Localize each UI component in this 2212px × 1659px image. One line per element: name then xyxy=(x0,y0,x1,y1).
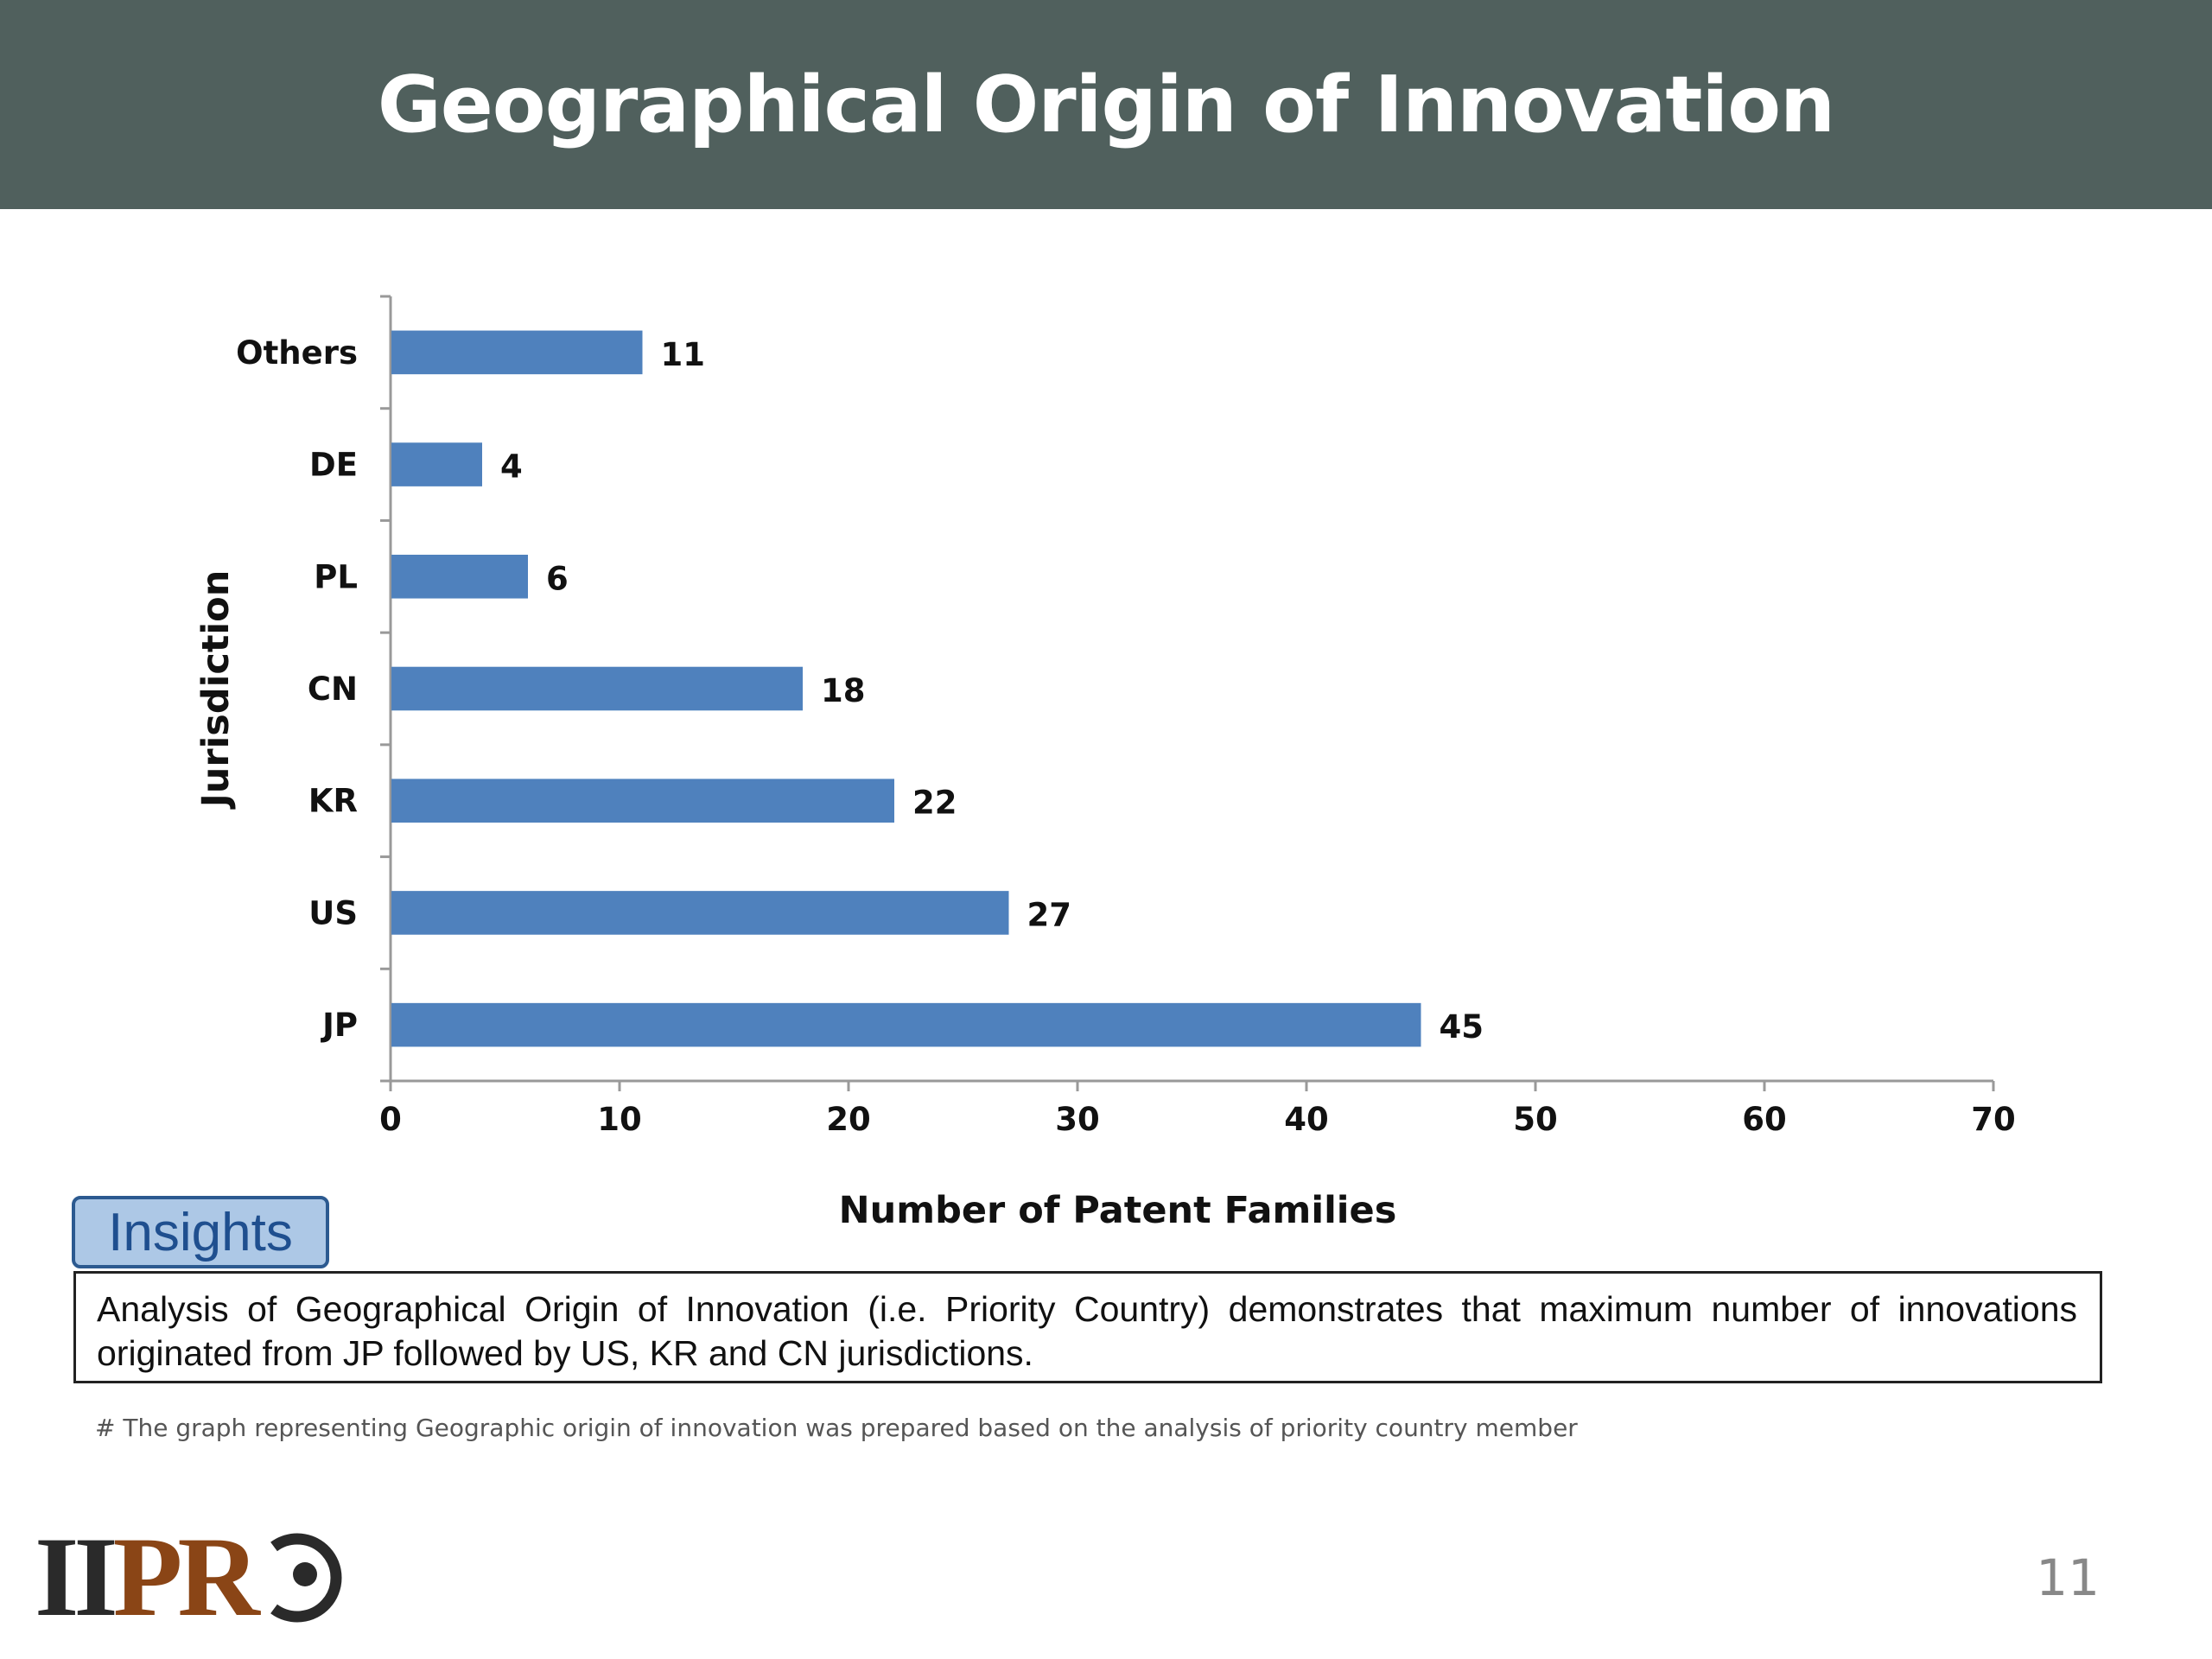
y-axis-title: Jurisdiction xyxy=(194,570,238,810)
data-label: 11 xyxy=(661,336,706,373)
x-tick-label: 60 xyxy=(1742,1101,1787,1138)
slide-title: Geographical Origin of Innovation xyxy=(377,59,1835,150)
bar-pl xyxy=(391,554,528,599)
insights-text: Analysis of Geographical Origin of Innov… xyxy=(97,1289,2077,1373)
footnote: # The graph representing Geographic orig… xyxy=(95,1414,1578,1442)
logo-text-brown: PR xyxy=(112,1513,260,1640)
data-label: 18 xyxy=(821,672,866,709)
x-tick-label: 40 xyxy=(1284,1101,1329,1138)
x-tick-label: 30 xyxy=(1055,1101,1100,1138)
category-label: CN xyxy=(308,671,358,708)
logo-eye-icon xyxy=(270,1533,342,1623)
category-label: JP xyxy=(320,1007,358,1044)
data-label: 6 xyxy=(546,560,569,597)
bar-jp xyxy=(391,1002,1421,1047)
logo-text-dark: II xyxy=(35,1513,118,1640)
category-label: Others xyxy=(236,334,358,372)
category-label: KR xyxy=(308,783,358,820)
x-tick-label: 50 xyxy=(1513,1101,1558,1138)
page-number: 11 xyxy=(2036,1548,2100,1607)
slide-header: Geographical Origin of Innovation xyxy=(0,0,2212,209)
bar-kr xyxy=(391,779,894,823)
x-axis-title: Number of Patent Families xyxy=(839,1189,1397,1232)
iipro-logo: II PR xyxy=(35,1520,353,1634)
bar-chart: Others 11 DE 4 PL 6 CN 18 KR 22 US 27 JP 45 0 10 20 30 40 5… xyxy=(194,295,2016,1232)
data-label: 4 xyxy=(500,448,523,486)
insights-label: Insights xyxy=(108,1202,293,1262)
category-label: US xyxy=(308,894,358,931)
bar-us xyxy=(391,891,1009,935)
category-label: PL xyxy=(314,558,358,595)
x-tick-label: 20 xyxy=(826,1101,871,1138)
x-tick-label: 0 xyxy=(379,1101,402,1138)
bar-de xyxy=(391,442,482,486)
data-label: 27 xyxy=(1027,896,1072,933)
bar-cn xyxy=(391,666,803,711)
insights-box: Analysis of Geographical Origin of Innov… xyxy=(73,1271,2102,1383)
bar-others xyxy=(391,330,643,375)
data-label: 22 xyxy=(912,785,957,822)
x-tick-label: 10 xyxy=(597,1101,642,1138)
category-label: DE xyxy=(309,447,358,484)
x-tick-label: 70 xyxy=(1971,1101,2016,1138)
data-label: 45 xyxy=(1440,1008,1484,1046)
insights-tab: Insights xyxy=(72,1196,329,1268)
